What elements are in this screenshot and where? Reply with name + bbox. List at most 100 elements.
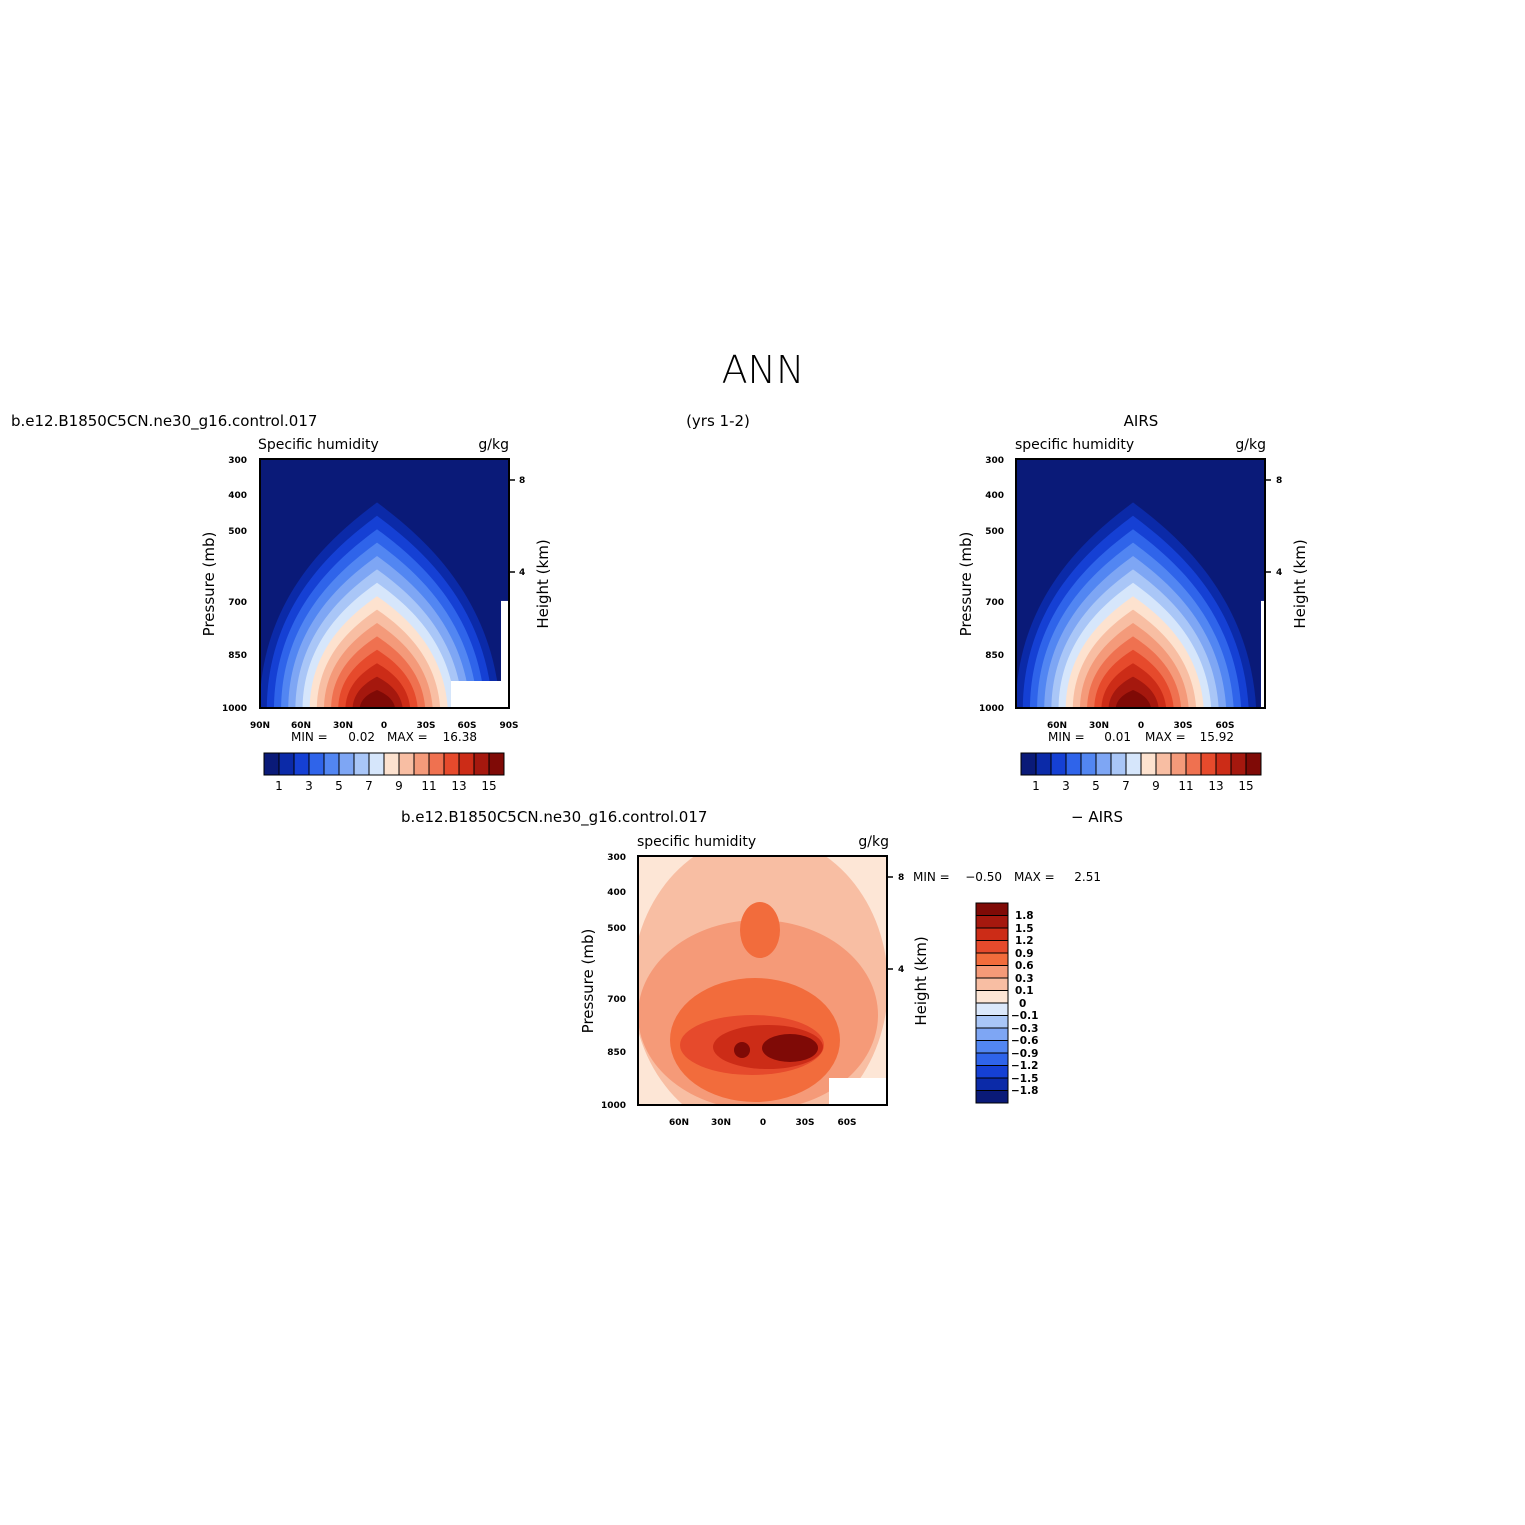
colorbar-label: 1.5: [1015, 923, 1034, 935]
right-tick-label: 4: [898, 965, 904, 975]
colorbar-label: 3: [1062, 779, 1070, 793]
colorbar-swatch: [975, 902, 1009, 916]
model-stats: MIN = 0.02 MAX = 16.38: [291, 730, 477, 744]
obs-contours: [1016, 459, 1265, 708]
colorbar-swatch: [1215, 752, 1232, 776]
left-case-label: b.e12.B1850C5CN.ne30_g16.control.017: [11, 412, 317, 431]
colorbar-label: 0: [1019, 998, 1026, 1010]
right-tick-label: 4: [519, 568, 525, 578]
x-tick-label: 60N: [1047, 721, 1067, 731]
right-tick-label: 8: [1276, 476, 1282, 486]
colorbar-swatch: [975, 1002, 1009, 1016]
y-tick-label: 700: [985, 598, 1004, 608]
colorbar-swatch: [975, 1015, 1009, 1029]
right-tick-label: 8: [898, 873, 904, 883]
obs-x-ticks: 60N 30N 0 30S 60S: [1047, 721, 1235, 731]
x-tick-label: 60S: [1215, 721, 1234, 731]
colorbar-label: 1: [1032, 779, 1040, 793]
colorbar-label: 0.1: [1015, 985, 1034, 997]
x-tick-label: 60N: [291, 721, 311, 731]
colorbar-label: −0.6: [1011, 1035, 1038, 1047]
diff-colorbar: [975, 902, 1009, 1104]
model-plot-frame: [259, 458, 510, 709]
colorbar-swatch: [1110, 752, 1127, 776]
colorbar-swatch: [1080, 752, 1097, 776]
model-x-ticks: 90N 60N 30N 0 30S 60S 90S: [250, 721, 519, 731]
diff-x-ticks: 60N 30N 0 30S 60S: [669, 1118, 857, 1128]
diff-level-1.8: [762, 1034, 818, 1062]
obs-plot-title: specific humidity: [1015, 437, 1134, 453]
obs-units-label: g/kg: [1235, 437, 1266, 453]
colorbar-swatch: [975, 1090, 1009, 1104]
colorbar-label: −0.9: [1011, 1048, 1038, 1060]
diff-y-ticks: 300 400 500 700 850 1000: [601, 853, 626, 1111]
x-tick-label: 60S: [457, 721, 476, 731]
x-tick-label: 30N: [333, 721, 353, 731]
diff-colorbar-labels: 1.8 1.5 1.2 0.9 0.6 0.3 0.1 0 −0.1 −0.3 …: [1011, 910, 1038, 1097]
y-tick-label: 850: [985, 651, 1004, 661]
right-tick-label: 8: [519, 476, 525, 486]
colorbar-swatch: [975, 1065, 1009, 1079]
y-tick-label: 700: [228, 598, 247, 608]
colorbar-label: 5: [1092, 779, 1100, 793]
colorbar-swatch: [1125, 752, 1142, 776]
diff-plot-title: specific humidity: [637, 834, 756, 850]
right-case-label: AIRS: [1124, 412, 1159, 430]
diff-y-axis-title: Pressure (mb): [579, 929, 597, 1034]
y-tick-label: 850: [228, 651, 247, 661]
colorbar-swatch: [975, 915, 1009, 929]
missing-data-region: [829, 1078, 887, 1105]
colorbar-swatch: [1035, 752, 1052, 776]
colorbar-label: 1: [275, 779, 283, 793]
figure-title: ANN: [722, 348, 805, 392]
colorbar-swatch: [1245, 752, 1262, 776]
y-tick-label: 1000: [979, 704, 1004, 714]
diff-plot-frame: [637, 855, 888, 1106]
colorbar-label: 0.6: [1015, 960, 1034, 972]
missing-data-region: [501, 600, 509, 708]
obs-right-axis-title: Height (km): [1291, 539, 1309, 628]
diff-right-axis-title: Height (km): [912, 936, 930, 1025]
x-tick-label: 60N: [669, 1118, 689, 1128]
diff-contours: [638, 856, 887, 1105]
model-panel: Specific humidity g/kg Pressure (mb) Hei…: [200, 437, 552, 793]
obs-y-axis-title: Pressure (mb): [957, 532, 975, 637]
colorbar-label: 9: [395, 779, 403, 793]
colorbar-swatch: [428, 752, 445, 776]
colorbar-swatch: [1230, 752, 1247, 776]
y-tick-label: 850: [607, 1048, 626, 1058]
colorbar-swatch: [1050, 752, 1067, 776]
colorbar-swatch: [443, 752, 460, 776]
max-label: MAX =: [1014, 870, 1055, 884]
y-tick-label: 1000: [601, 1101, 626, 1111]
colorbar-swatch: [323, 752, 340, 776]
y-tick-label: 500: [985, 527, 1004, 537]
colorbar-label: 13: [1208, 779, 1223, 793]
model-contours: [260, 459, 509, 708]
x-tick-label: 60S: [837, 1118, 856, 1128]
colorbar-swatch: [383, 752, 400, 776]
colorbar-swatch: [975, 927, 1009, 941]
colorbar-label: 5: [335, 779, 343, 793]
diff-stats: MIN = −0.50 MAX = 2.51: [913, 870, 1101, 884]
y-tick-label: 300: [607, 853, 626, 863]
colorbar-label: 13: [451, 779, 466, 793]
colorbar-swatch: [975, 990, 1009, 1004]
colorbar-swatch: [975, 1040, 1009, 1054]
diff-units-label: g/kg: [858, 834, 889, 850]
colorbar-label: 0.9: [1015, 948, 1034, 960]
diff-panel: specific humidity g/kg Pressure (mb) Hei…: [579, 834, 1101, 1128]
colorbar-label: 15: [481, 779, 496, 793]
diff-case-label: b.e12.B1850C5CN.ne30_g16.control.017: [401, 808, 707, 827]
colorbar-label: 1.2: [1015, 935, 1034, 947]
max-label: MAX =: [1145, 730, 1186, 744]
colorbar-swatch: [308, 752, 325, 776]
colorbar-swatch: [1140, 752, 1157, 776]
colorbar-swatch: [1020, 752, 1037, 776]
colorbar-label: 1.8: [1015, 910, 1034, 922]
min-value: −0.50: [965, 870, 1002, 884]
colorbar-swatch: [368, 752, 385, 776]
colorbar-label: 0.3: [1015, 973, 1034, 985]
colorbar-swatch: [975, 977, 1009, 991]
y-tick-label: 400: [985, 491, 1004, 501]
